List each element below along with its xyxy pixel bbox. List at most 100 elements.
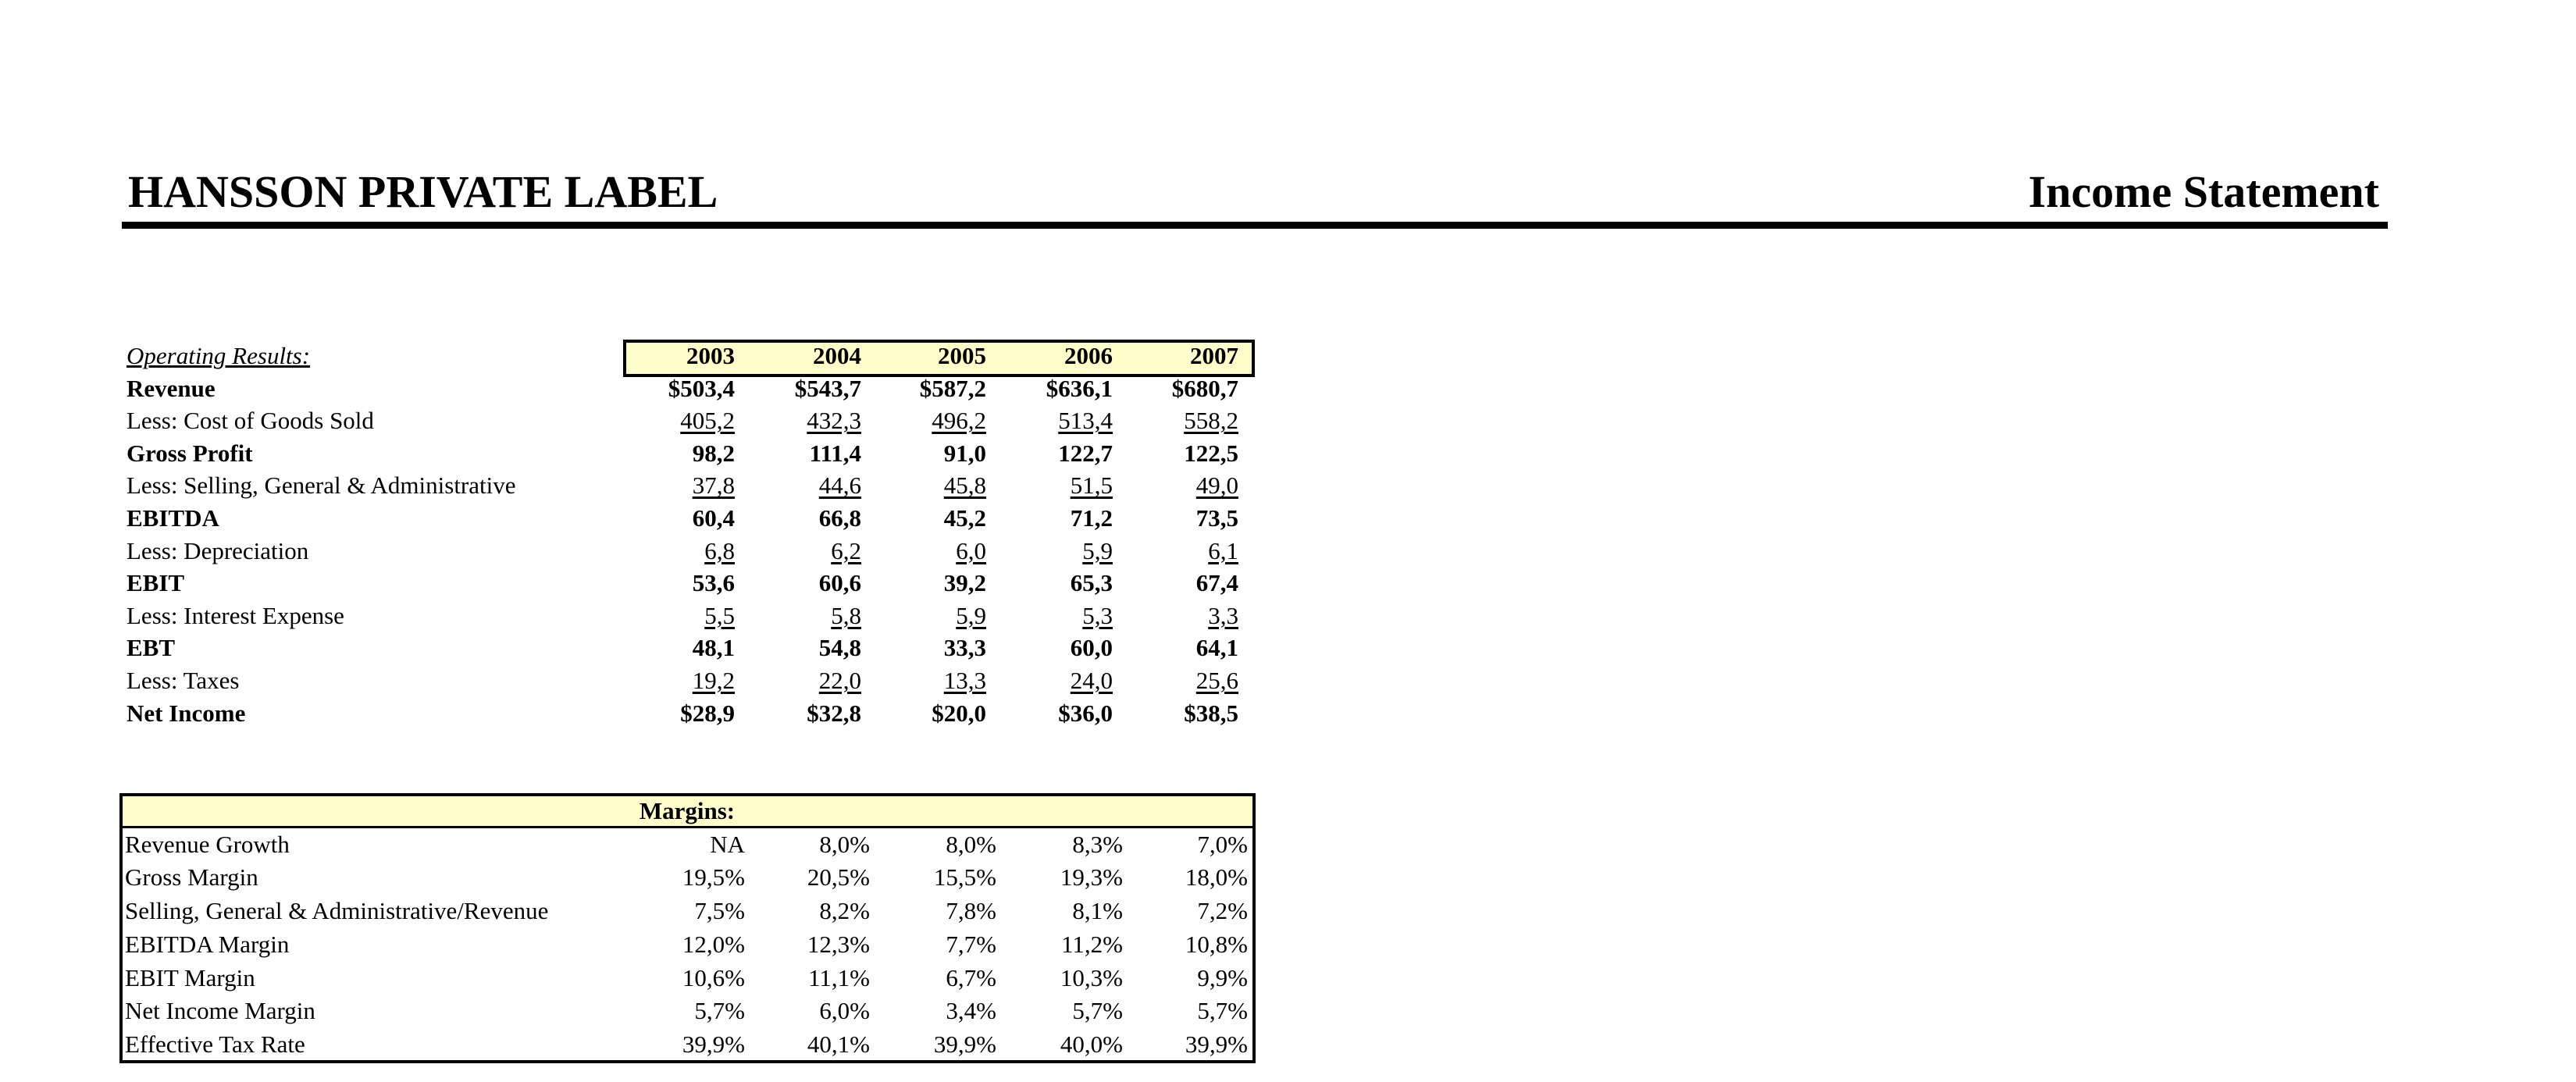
value: 60,6 xyxy=(818,569,861,597)
value: 12,3% xyxy=(807,930,870,958)
value: 5,7% xyxy=(1197,997,1248,1025)
row-label: Revenue xyxy=(126,374,216,402)
value: 5,7% xyxy=(1072,997,1123,1025)
value: 5,8 xyxy=(831,601,861,629)
value: 5,9 xyxy=(1082,536,1113,564)
year-header: 2004 xyxy=(813,342,861,369)
row-label: EBITDA xyxy=(126,504,219,532)
value: 558,2 xyxy=(1184,407,1238,435)
value: 20,5% xyxy=(807,863,870,892)
value: 15,5% xyxy=(933,863,996,892)
value: 39,2 xyxy=(943,569,986,597)
value: 40,1% xyxy=(807,1030,870,1058)
row-label: EBIT Margin xyxy=(125,963,255,991)
value: 8,0% xyxy=(819,830,870,858)
row-label: EBITDA Margin xyxy=(125,930,290,958)
value: 405,2 xyxy=(680,407,735,435)
value: $36,0 xyxy=(1058,699,1113,727)
margins-header-fill xyxy=(123,796,1252,828)
value: 3,3 xyxy=(1208,601,1238,629)
row-label: Less: Taxes xyxy=(126,667,240,694)
value: 60,4 xyxy=(692,504,735,532)
value: 6,2 xyxy=(831,536,861,564)
value: 49,0 xyxy=(1195,472,1238,500)
value: 60,0 xyxy=(1070,634,1113,662)
value: 8,1% xyxy=(1072,897,1123,925)
value: 10,8% xyxy=(1185,930,1248,958)
year-header: 2006 xyxy=(1064,342,1113,369)
value: 51,5 xyxy=(1070,472,1113,500)
value: 66,8 xyxy=(818,504,861,532)
value: 3,4% xyxy=(946,997,996,1025)
value: 513,4 xyxy=(1058,407,1113,435)
section-label: Operating Results: xyxy=(126,342,311,369)
value: 7,5% xyxy=(694,897,745,925)
value: 39,9% xyxy=(1185,1030,1248,1058)
row-label: Gross Margin xyxy=(125,863,258,892)
value: $680,7 xyxy=(1171,374,1238,402)
subtitle: Income Statement xyxy=(2028,166,2379,217)
value: 91,0 xyxy=(943,439,986,467)
value: 18,0% xyxy=(1185,863,1248,892)
value: 19,3% xyxy=(1060,863,1123,892)
value: 25,6 xyxy=(1195,667,1238,694)
value: NA xyxy=(710,830,745,858)
row-label: Selling, General & Administrative/Revenu… xyxy=(125,897,549,925)
year-header: 2007 xyxy=(1190,342,1238,369)
row-label: EBT xyxy=(126,634,176,662)
value: 39,9% xyxy=(682,1030,745,1058)
value: 45,8 xyxy=(943,472,986,500)
value: 6,0 xyxy=(956,536,986,564)
value: 53,6 xyxy=(692,569,735,597)
value: 122,5 xyxy=(1184,439,1238,467)
value: 24,0 xyxy=(1070,667,1113,694)
value: 5,3 xyxy=(1082,601,1113,629)
value: 65,3 xyxy=(1070,569,1113,597)
value: 10,3% xyxy=(1060,963,1123,991)
value: 73,5 xyxy=(1195,504,1238,532)
value: 19,5% xyxy=(682,863,745,892)
value: 6,8 xyxy=(704,536,735,564)
year-header: 2003 xyxy=(686,342,735,369)
value: 11,2% xyxy=(1061,930,1123,958)
value: $543,7 xyxy=(794,374,861,402)
value: 39,9% xyxy=(933,1030,996,1058)
value: 6,0% xyxy=(819,997,870,1025)
header-rule xyxy=(122,222,2388,229)
value: 6,7% xyxy=(946,963,996,991)
value: 98,2 xyxy=(692,439,735,467)
value: 5,9 xyxy=(956,601,986,629)
value: 13,3 xyxy=(943,667,986,694)
margins-box xyxy=(119,793,1256,1063)
row-label: EBIT xyxy=(126,569,185,597)
value: 48,1 xyxy=(692,634,735,662)
value: 5,7% xyxy=(694,997,745,1025)
row-label: Effective Tax Rate xyxy=(125,1030,305,1058)
row-label: Net Income xyxy=(126,699,246,727)
row-label: Less: Depreciation xyxy=(126,536,309,564)
row-label: Gross Profit xyxy=(126,439,253,467)
value: $32,8 xyxy=(807,699,861,727)
value: 54,8 xyxy=(818,634,861,662)
value: $636,1 xyxy=(1046,374,1113,402)
value: 71,2 xyxy=(1070,504,1113,532)
value: 7,7% xyxy=(946,930,996,958)
value: 122,7 xyxy=(1058,439,1113,467)
value: 40,0% xyxy=(1060,1030,1123,1058)
row-label: Net Income Margin xyxy=(125,997,315,1025)
value: 7,8% xyxy=(946,897,996,925)
margins-title: Margins: xyxy=(639,797,736,824)
value: $587,2 xyxy=(919,374,986,402)
value: $503,4 xyxy=(668,374,735,402)
row-label: Less: Selling, General & Administrative xyxy=(126,472,516,500)
value: 8,3% xyxy=(1072,830,1123,858)
value: 6,1 xyxy=(1208,536,1238,564)
value: $28,9 xyxy=(680,699,735,727)
value: 8,0% xyxy=(946,830,996,858)
value: 12,0% xyxy=(682,930,745,958)
row-label: Revenue Growth xyxy=(125,830,290,858)
value: $20,0 xyxy=(932,699,986,727)
value: 111,4 xyxy=(809,439,861,467)
year-header: 2005 xyxy=(938,342,986,369)
